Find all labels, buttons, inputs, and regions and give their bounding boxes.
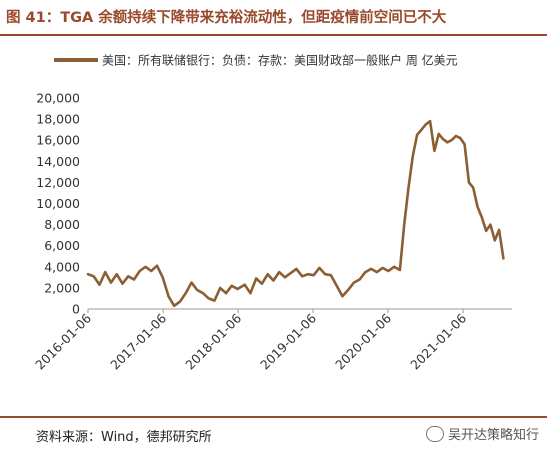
chart-area: 美国：所有联储银行：负债：存款：美国财政部一般账户 周 亿美元 20,000 18,… xyxy=(0,36,547,414)
y-tick-label: 16,000 xyxy=(36,133,80,148)
title-bar: 图 41：TGA 余额持续下降带来充裕流动性，但距疫情前空间已不大 xyxy=(0,0,547,36)
x-tick-label: 2021-01-06 xyxy=(407,310,469,372)
x-tick-label: 2017-01-06 xyxy=(107,310,169,372)
source-note: 资料来源：Wind，德邦研究所 xyxy=(36,426,212,445)
y-tick-label: 2,000 xyxy=(44,280,80,295)
legend-label: 美国：所有联储银行：负债：存款：美国财政部一般账户 周 亿美元 xyxy=(102,53,458,68)
y-tick-label: 14,000 xyxy=(36,154,80,169)
y-tick-label: 10,000 xyxy=(36,196,80,211)
x-tick-label: 2018-01-06 xyxy=(182,310,244,372)
y-tick-label: 18,000 xyxy=(36,112,80,127)
y-tick-label: 12,000 xyxy=(36,175,80,190)
y-tick-label: 8,000 xyxy=(44,217,80,232)
wechat-icon xyxy=(426,426,444,442)
watermark: 吴开达策略知行 xyxy=(426,424,539,443)
line-chart: 美国：所有联储银行：负债：存款：美国财政部一般账户 周 亿美元 20,000 18,… xyxy=(0,36,547,414)
y-tick-label: 4,000 xyxy=(44,259,80,274)
y-tick-label: 6,000 xyxy=(44,238,80,253)
series-line-tga xyxy=(88,121,503,306)
x-tick-label: 2020-01-06 xyxy=(332,310,394,372)
y-tick-label: 20,000 xyxy=(36,91,80,106)
source-bar: 资料来源：Wind，德邦研究所 吴开达策略知行 xyxy=(0,416,547,452)
x-tick-label: 2016-01-06 xyxy=(32,310,94,372)
watermark-text: 吴开达策略知行 xyxy=(448,424,539,443)
chart-title: 图 41：TGA 余额持续下降带来充裕流动性，但距疫情前空间已不大 xyxy=(6,6,446,27)
x-tick-label: 2019-01-06 xyxy=(257,310,319,372)
